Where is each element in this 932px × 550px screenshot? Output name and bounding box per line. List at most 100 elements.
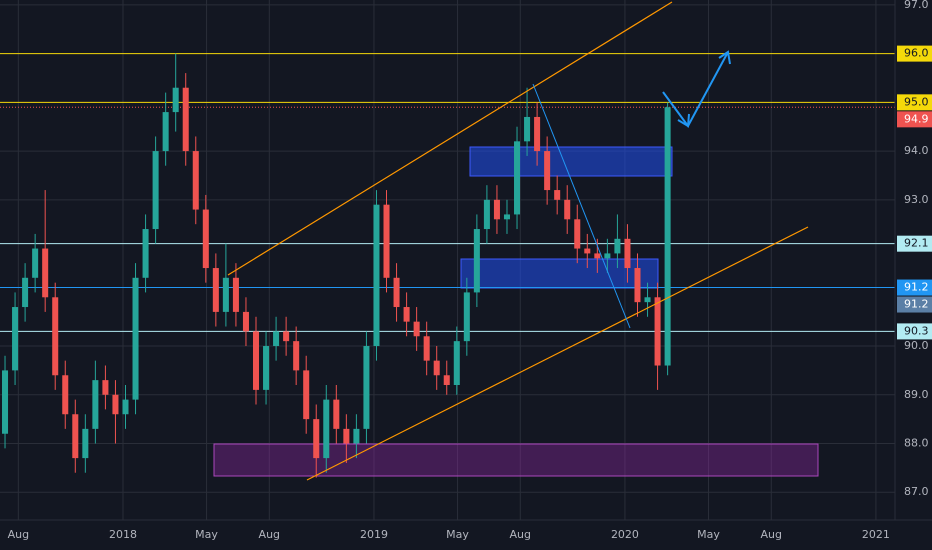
candle-body [403, 307, 410, 322]
trend-line [306, 226, 809, 481]
price-tags: 96.0 95.0 94.9 92.1 91.2 91.2 90.3 [897, 45, 932, 340]
candle-body [333, 399, 340, 429]
candle-body [132, 277, 139, 400]
candle-body [222, 277, 229, 312]
price-tag [897, 45, 932, 62]
candle-body [313, 419, 320, 459]
price-tag-label: 95.0 [904, 95, 929, 108]
price-tag [897, 296, 932, 313]
arrow-head [677, 113, 690, 128]
candle-body [122, 399, 129, 415]
x-tick-label: Aug [761, 528, 782, 541]
candle-body [263, 346, 270, 390]
price-tag-label: 90.3 [904, 324, 929, 337]
candle-body [52, 297, 59, 376]
candle-body [42, 248, 49, 298]
candle-body [463, 292, 470, 342]
zone-rect [460, 258, 659, 289]
candle-body [664, 107, 671, 366]
candle-body [32, 248, 39, 278]
candle-body [82, 428, 89, 459]
y-tick-label: 93.0 [904, 193, 929, 206]
trend-line [532, 83, 631, 329]
price-tag-label: 91.2 [904, 298, 929, 311]
candle-body [614, 238, 621, 254]
price-tag [897, 235, 932, 252]
candle-body [273, 331, 280, 347]
x-tick-label: 2021 [862, 528, 890, 541]
candle-body [62, 375, 69, 415]
y-tick-label: 89.0 [904, 388, 929, 401]
candle-body [534, 116, 541, 152]
candle-body [72, 414, 79, 459]
candle-body [182, 87, 189, 152]
axis-labels: 87.0 88.0 89.0 90.0 93.0 94.0 97.0 Aug 2018 May Au… [8, 0, 929, 541]
candle-body [413, 321, 420, 337]
candle-body [242, 311, 249, 332]
candle-body [483, 199, 490, 230]
levels [0, 53, 895, 332]
candle-body [604, 253, 611, 259]
x-tick-label: 2019 [360, 528, 388, 541]
candle-body [383, 204, 390, 278]
price-tag-label: 94.9 [904, 112, 929, 125]
candle-body [152, 151, 159, 230]
candle-body [453, 341, 460, 386]
y-tick-label: 97.0 [904, 0, 929, 11]
time-axis [0, 520, 932, 550]
candle-body [654, 297, 661, 366]
x-tick-label: May [697, 528, 720, 541]
candle-body [423, 336, 430, 361]
price-axis [895, 0, 932, 520]
candle-body [544, 151, 551, 191]
zone-rect [213, 443, 819, 477]
y-tick-label: 90.0 [904, 339, 929, 352]
candle-body [514, 141, 521, 215]
candle-body [232, 277, 239, 312]
candle-body [162, 112, 169, 152]
candle-body [584, 248, 591, 254]
candle-body [634, 268, 641, 303]
price-tag [897, 279, 932, 296]
candle-body [92, 380, 99, 429]
candle-body [172, 87, 179, 113]
candle-body [142, 229, 149, 278]
candle-body [323, 399, 330, 459]
x-tick-label: Aug [8, 528, 29, 541]
y-tick-label: 88.0 [904, 436, 929, 449]
candles [2, 53, 671, 478]
candle-body [353, 428, 360, 444]
candle-body [102, 380, 109, 395]
x-tick-label: May [446, 528, 469, 541]
candle-body [22, 277, 29, 308]
price-tag-label: 96.0 [904, 47, 929, 60]
candle-body [564, 199, 571, 220]
candle-body [433, 360, 440, 376]
x-tick-label: Aug [259, 528, 280, 541]
candle-body [524, 116, 531, 142]
candle-body [343, 428, 350, 444]
x-tick-label: 2020 [611, 528, 639, 541]
candle-body [443, 375, 450, 386]
x-tick-label: May [195, 528, 218, 541]
candle-body [493, 199, 500, 220]
price-tag [897, 94, 932, 111]
price-tag [897, 323, 932, 340]
candle-body [283, 331, 290, 342]
price-tag-label: 91.2 [904, 281, 929, 294]
drawings [227, 1, 809, 481]
zone-rect [469, 146, 673, 177]
candle-body [574, 219, 581, 249]
candle-body [2, 370, 9, 434]
arrow-head [718, 50, 731, 65]
candle-body [373, 204, 380, 347]
candle-body [303, 370, 310, 420]
candle-body [252, 331, 260, 390]
y-tick-label: 94.0 [904, 144, 929, 157]
candle-body [594, 253, 601, 259]
candle-body [192, 151, 199, 210]
candle-body [624, 238, 631, 269]
price-tag [897, 111, 932, 128]
candle-body [293, 341, 300, 371]
